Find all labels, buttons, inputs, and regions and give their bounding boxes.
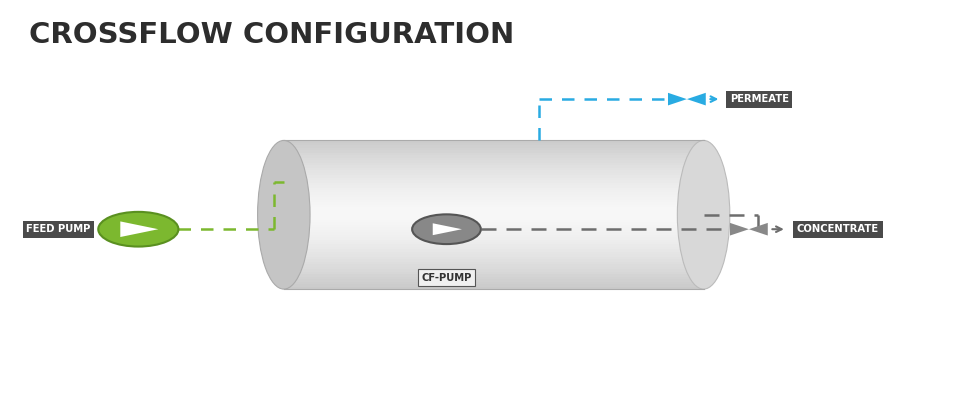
Polygon shape [120,221,158,237]
Bar [284,169,702,173]
Bar [284,281,702,284]
Bar [284,157,702,160]
Bar [284,286,702,289]
Bar [284,271,702,274]
Text: CROSSFLOW CONFIGURATION: CROSSFLOW CONFIGURATION [29,21,514,49]
Bar [284,209,702,212]
Bar [284,199,702,202]
Bar [284,283,702,287]
Bar [284,278,702,282]
Bar [284,214,702,217]
Bar [284,221,702,225]
Bar [284,236,702,240]
Text: FEED PUMP: FEED PUMP [27,224,91,234]
Bar [284,197,702,200]
Bar [284,239,702,242]
Bar [284,184,702,188]
Bar [284,147,702,150]
Bar [284,174,702,178]
Bar [284,140,702,143]
Polygon shape [433,223,461,235]
Bar [284,204,702,207]
Bar [284,152,702,155]
Bar [284,256,702,259]
Polygon shape [729,223,748,235]
Bar [284,224,702,227]
Bar [284,177,702,180]
Bar [284,254,702,257]
Bar [284,273,702,277]
Bar [284,259,702,262]
Bar [284,194,702,197]
Text: CONCENTRATE: CONCENTRATE [796,224,878,234]
Bar [284,261,702,264]
Bar [284,226,702,230]
Bar [284,229,702,232]
Bar [284,179,702,183]
Bar [284,219,702,222]
Text: PERMEATE: PERMEATE [729,94,788,104]
Bar [284,142,702,145]
Bar [284,206,702,210]
Bar [284,182,702,185]
Bar [284,164,702,168]
Bar [284,189,702,192]
Bar [284,172,702,175]
Circle shape [98,212,178,247]
Bar [284,162,702,165]
Ellipse shape [257,140,310,289]
Bar [284,276,702,279]
Circle shape [412,214,480,244]
Bar [284,216,702,220]
Ellipse shape [677,140,729,289]
Bar [284,234,702,237]
Text: CF-PUMP: CF-PUMP [421,273,471,283]
Bar [284,249,702,252]
Bar [284,266,702,269]
Polygon shape [748,223,767,235]
Bar [284,154,702,158]
Bar [284,159,702,163]
Polygon shape [667,93,686,105]
Bar [284,244,702,247]
Bar [284,167,702,170]
Bar [284,241,702,244]
Bar [284,263,702,267]
Bar [284,268,702,272]
Bar [284,150,702,153]
Polygon shape [686,93,705,105]
Bar [284,187,702,190]
Bar [284,251,702,254]
Bar [284,202,702,205]
Bar [284,246,702,249]
Bar [284,211,702,215]
Bar [284,192,702,195]
Bar [284,231,702,235]
Bar [284,145,702,148]
